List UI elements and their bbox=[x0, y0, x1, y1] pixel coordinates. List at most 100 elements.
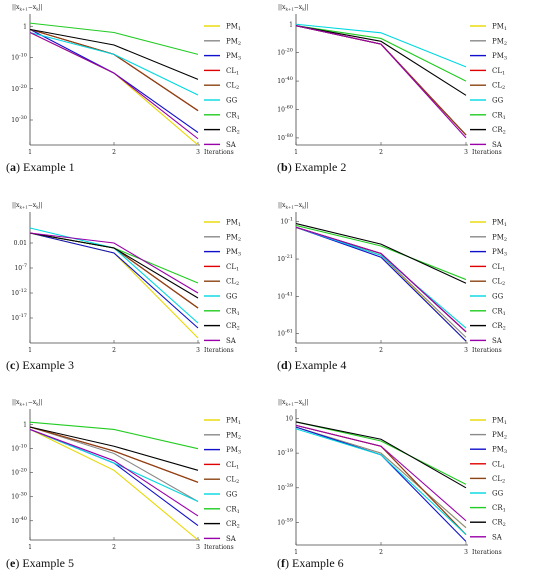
series-line-cr2 bbox=[295, 25, 467, 96]
series-line-cr2 bbox=[29, 426, 199, 471]
x-axis-label: Iterations bbox=[204, 347, 234, 354]
x-tick-label: 3 bbox=[196, 347, 200, 354]
series-line-cl2 bbox=[29, 426, 199, 483]
series-line-pm1 bbox=[29, 32, 199, 146]
x-tick-label: 2 bbox=[379, 347, 383, 354]
x-tick-label: 2 bbox=[112, 544, 116, 551]
x-tick-label: 3 bbox=[464, 149, 468, 156]
x-axis-label: Iterations bbox=[472, 347, 502, 354]
legend-label: CR2 bbox=[492, 322, 506, 332]
legend-label: CR1 bbox=[226, 307, 240, 317]
legend-label: CL1 bbox=[492, 67, 505, 77]
y-tick-label: 10-39 bbox=[277, 483, 293, 492]
y-axis-label: ||xk+1−xk|| bbox=[278, 399, 309, 407]
legend-label: CL2 bbox=[492, 475, 505, 485]
series-line-pm2 bbox=[29, 28, 199, 112]
legend: PM1 PM2 PM3 CL1 CL2 GG CR1 CR2 SA bbox=[470, 23, 507, 149]
legend-label: PM1 bbox=[226, 23, 241, 33]
legend-label: CR1 bbox=[492, 111, 506, 121]
y-tick-label: 1 bbox=[23, 422, 27, 429]
chart-caption: (b) Example 2 bbox=[277, 160, 347, 174]
series-line-pm3 bbox=[29, 428, 199, 527]
y-tick-label: 10-61 bbox=[277, 329, 293, 338]
chart-panel-c: ||xk+1−xk|| 0.01 10-7 10-12 10-17 1 2 3 Iteratio… bbox=[11, 202, 241, 354]
y-tick-label: 1 bbox=[23, 23, 27, 30]
x-axis-label: Iterations bbox=[472, 549, 502, 556]
series-line-pm1 bbox=[295, 25, 467, 136]
y-axis-label: ||xk+1−xk|| bbox=[12, 202, 43, 210]
series-line-sa bbox=[295, 226, 467, 333]
legend-label: CL2 bbox=[492, 82, 505, 92]
y-tick-label: 10-20 bbox=[11, 84, 27, 93]
legend-label: CL1 bbox=[226, 67, 239, 77]
legend-label: CR1 bbox=[492, 307, 506, 317]
y-tick-label: 10-30 bbox=[11, 115, 27, 124]
series-line-cl1 bbox=[29, 232, 199, 309]
legend-label: PM1 bbox=[492, 23, 507, 33]
legend-label: PM2 bbox=[492, 233, 507, 243]
legend-label: SA bbox=[226, 337, 237, 345]
legend-label: CR2 bbox=[226, 520, 240, 530]
y-tick-label: 10-30 bbox=[11, 492, 27, 501]
legend-label: PM2 bbox=[226, 431, 241, 441]
series-line-cr2 bbox=[29, 28, 199, 80]
legend-label: GG bbox=[226, 491, 238, 499]
x-tick-label: 2 bbox=[379, 149, 383, 156]
y-tick-label: 10-40 bbox=[277, 76, 293, 85]
y-tick-label: 10-17 bbox=[11, 313, 27, 322]
x-tick-label: 2 bbox=[112, 347, 116, 354]
legend-label: PM3 bbox=[226, 446, 241, 456]
series-line-cl1 bbox=[295, 424, 467, 535]
series-line-gg bbox=[295, 428, 467, 536]
y-axis-label: ||xk+1−xk|| bbox=[278, 202, 309, 210]
y-tick-label: 10-12 bbox=[11, 288, 27, 297]
legend-label: CR2 bbox=[492, 519, 506, 529]
legend-label: CL1 bbox=[226, 263, 239, 273]
series-line-pm3 bbox=[295, 226, 467, 342]
series-line-cl2 bbox=[29, 28, 199, 112]
series-line-cr2 bbox=[29, 232, 199, 299]
series-line-gg bbox=[29, 31, 199, 96]
legend-label: PM1 bbox=[226, 417, 241, 427]
y-tick-label: 10-60 bbox=[277, 104, 293, 113]
legend-label: CL1 bbox=[226, 461, 239, 471]
chart-caption: (e) Example 5 bbox=[6, 556, 74, 570]
legend-label: GG bbox=[492, 97, 504, 105]
legend-label: PM1 bbox=[492, 219, 507, 229]
x-tick-label: 1 bbox=[28, 544, 32, 551]
legend-label: PM2 bbox=[492, 431, 507, 441]
legend-label: PM3 bbox=[492, 52, 507, 62]
legend: PM1 PM2 PM3 CL1 CL2 GG CR1 CR2 SA bbox=[204, 417, 241, 543]
chart-caption: (c) Example 3 bbox=[6, 358, 74, 372]
x-tick-label: 2 bbox=[379, 549, 383, 556]
x-tick-label: 3 bbox=[196, 149, 200, 156]
x-tick-label: 1 bbox=[294, 347, 298, 354]
chart-panel-a: ||xk+1−xk|| 1 10-10 10-20 10-30 1 2 3 Iterations… bbox=[11, 4, 241, 156]
x-tick-label: 1 bbox=[294, 149, 298, 156]
series-line-gg bbox=[295, 226, 467, 329]
series-line-pm3 bbox=[295, 25, 467, 136]
legend-label: PM1 bbox=[226, 219, 241, 229]
legend-label: PM3 bbox=[492, 248, 507, 258]
y-axis-label: ||xk+1−xk|| bbox=[12, 4, 43, 12]
y-tick-label: 10-19 bbox=[277, 448, 293, 457]
legend-label: CL2 bbox=[226, 278, 239, 288]
legend-label: CL1 bbox=[492, 460, 505, 470]
series-line-cl2 bbox=[295, 424, 467, 535]
legend-label: CR2 bbox=[226, 322, 240, 332]
series-line-sa bbox=[29, 232, 199, 294]
series-line-pm1 bbox=[29, 232, 199, 339]
series-line-gg bbox=[295, 23, 467, 68]
legend-label: CL1 bbox=[492, 263, 505, 273]
series-line-sa bbox=[29, 428, 199, 517]
legend-label: PM2 bbox=[226, 233, 241, 243]
legend: PM1 PM2 PM3 CL1 CL2 GG CR1 CR2 SA bbox=[204, 219, 241, 345]
legend-label: CL2 bbox=[492, 278, 505, 288]
series-line-cr1 bbox=[29, 232, 199, 284]
series-line-pm2 bbox=[295, 25, 467, 136]
series-line-gg bbox=[29, 227, 199, 324]
y-tick-label: 10-10 bbox=[11, 53, 27, 62]
y-tick-label: 10-21 bbox=[277, 254, 293, 263]
series-line-cr2 bbox=[295, 421, 467, 489]
